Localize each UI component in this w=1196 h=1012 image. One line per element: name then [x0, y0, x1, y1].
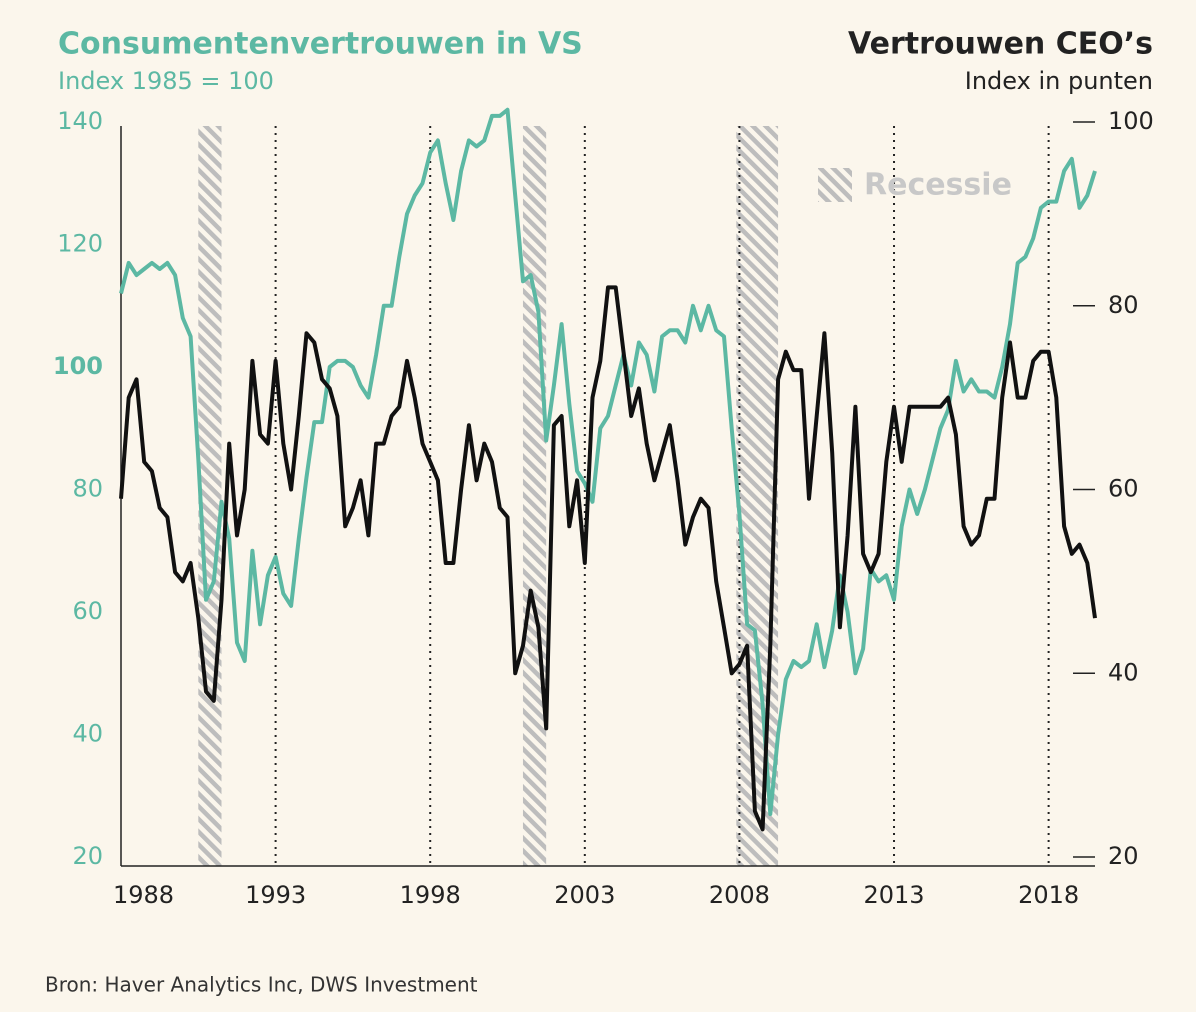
- x-tick-label: 1988: [113, 881, 174, 909]
- y2-tick-label: 80: [1108, 291, 1139, 319]
- x-tick-label: 2013: [863, 881, 924, 909]
- x-tick-label: 2003: [554, 881, 615, 909]
- x-tick-label: 1998: [400, 881, 461, 909]
- legend-swatch: [818, 168, 852, 202]
- left-subtitle: Index 1985 = 100: [58, 67, 274, 95]
- recession-band: [522, 126, 547, 866]
- y-tick-label: 140: [57, 107, 103, 135]
- x-tick-label: 2018: [1018, 881, 1079, 909]
- y2-tick-label: 100: [1108, 107, 1154, 135]
- x-tick-label: 1993: [245, 881, 306, 909]
- y-tick-label: 60: [72, 597, 103, 625]
- left-title: Consumentenvertrouwen in VS: [58, 27, 583, 62]
- x-tick-label: 2008: [709, 881, 770, 909]
- y-tick-label: 20: [72, 842, 103, 870]
- y-tick-label: 80: [72, 475, 103, 503]
- y-tick-label: 120: [57, 230, 103, 258]
- legend-label: Recessie: [864, 168, 1012, 203]
- y2-tick-label: 60: [1108, 475, 1139, 503]
- recession-band: [736, 126, 779, 866]
- series-line: [119, 285, 1097, 832]
- right-subtitle: Index in punten: [965, 67, 1153, 95]
- y2-tick-label: 20: [1108, 842, 1139, 870]
- y-tick-label: 40: [72, 720, 103, 748]
- y-tick-label: 100: [53, 352, 103, 380]
- series-line: [119, 107, 1097, 817]
- right-title: Vertrouwen CEO’s: [848, 27, 1153, 62]
- y2-tick-label: 40: [1108, 658, 1139, 686]
- source: Bron: Haver Analytics Inc, DWS Investmen…: [45, 973, 478, 997]
